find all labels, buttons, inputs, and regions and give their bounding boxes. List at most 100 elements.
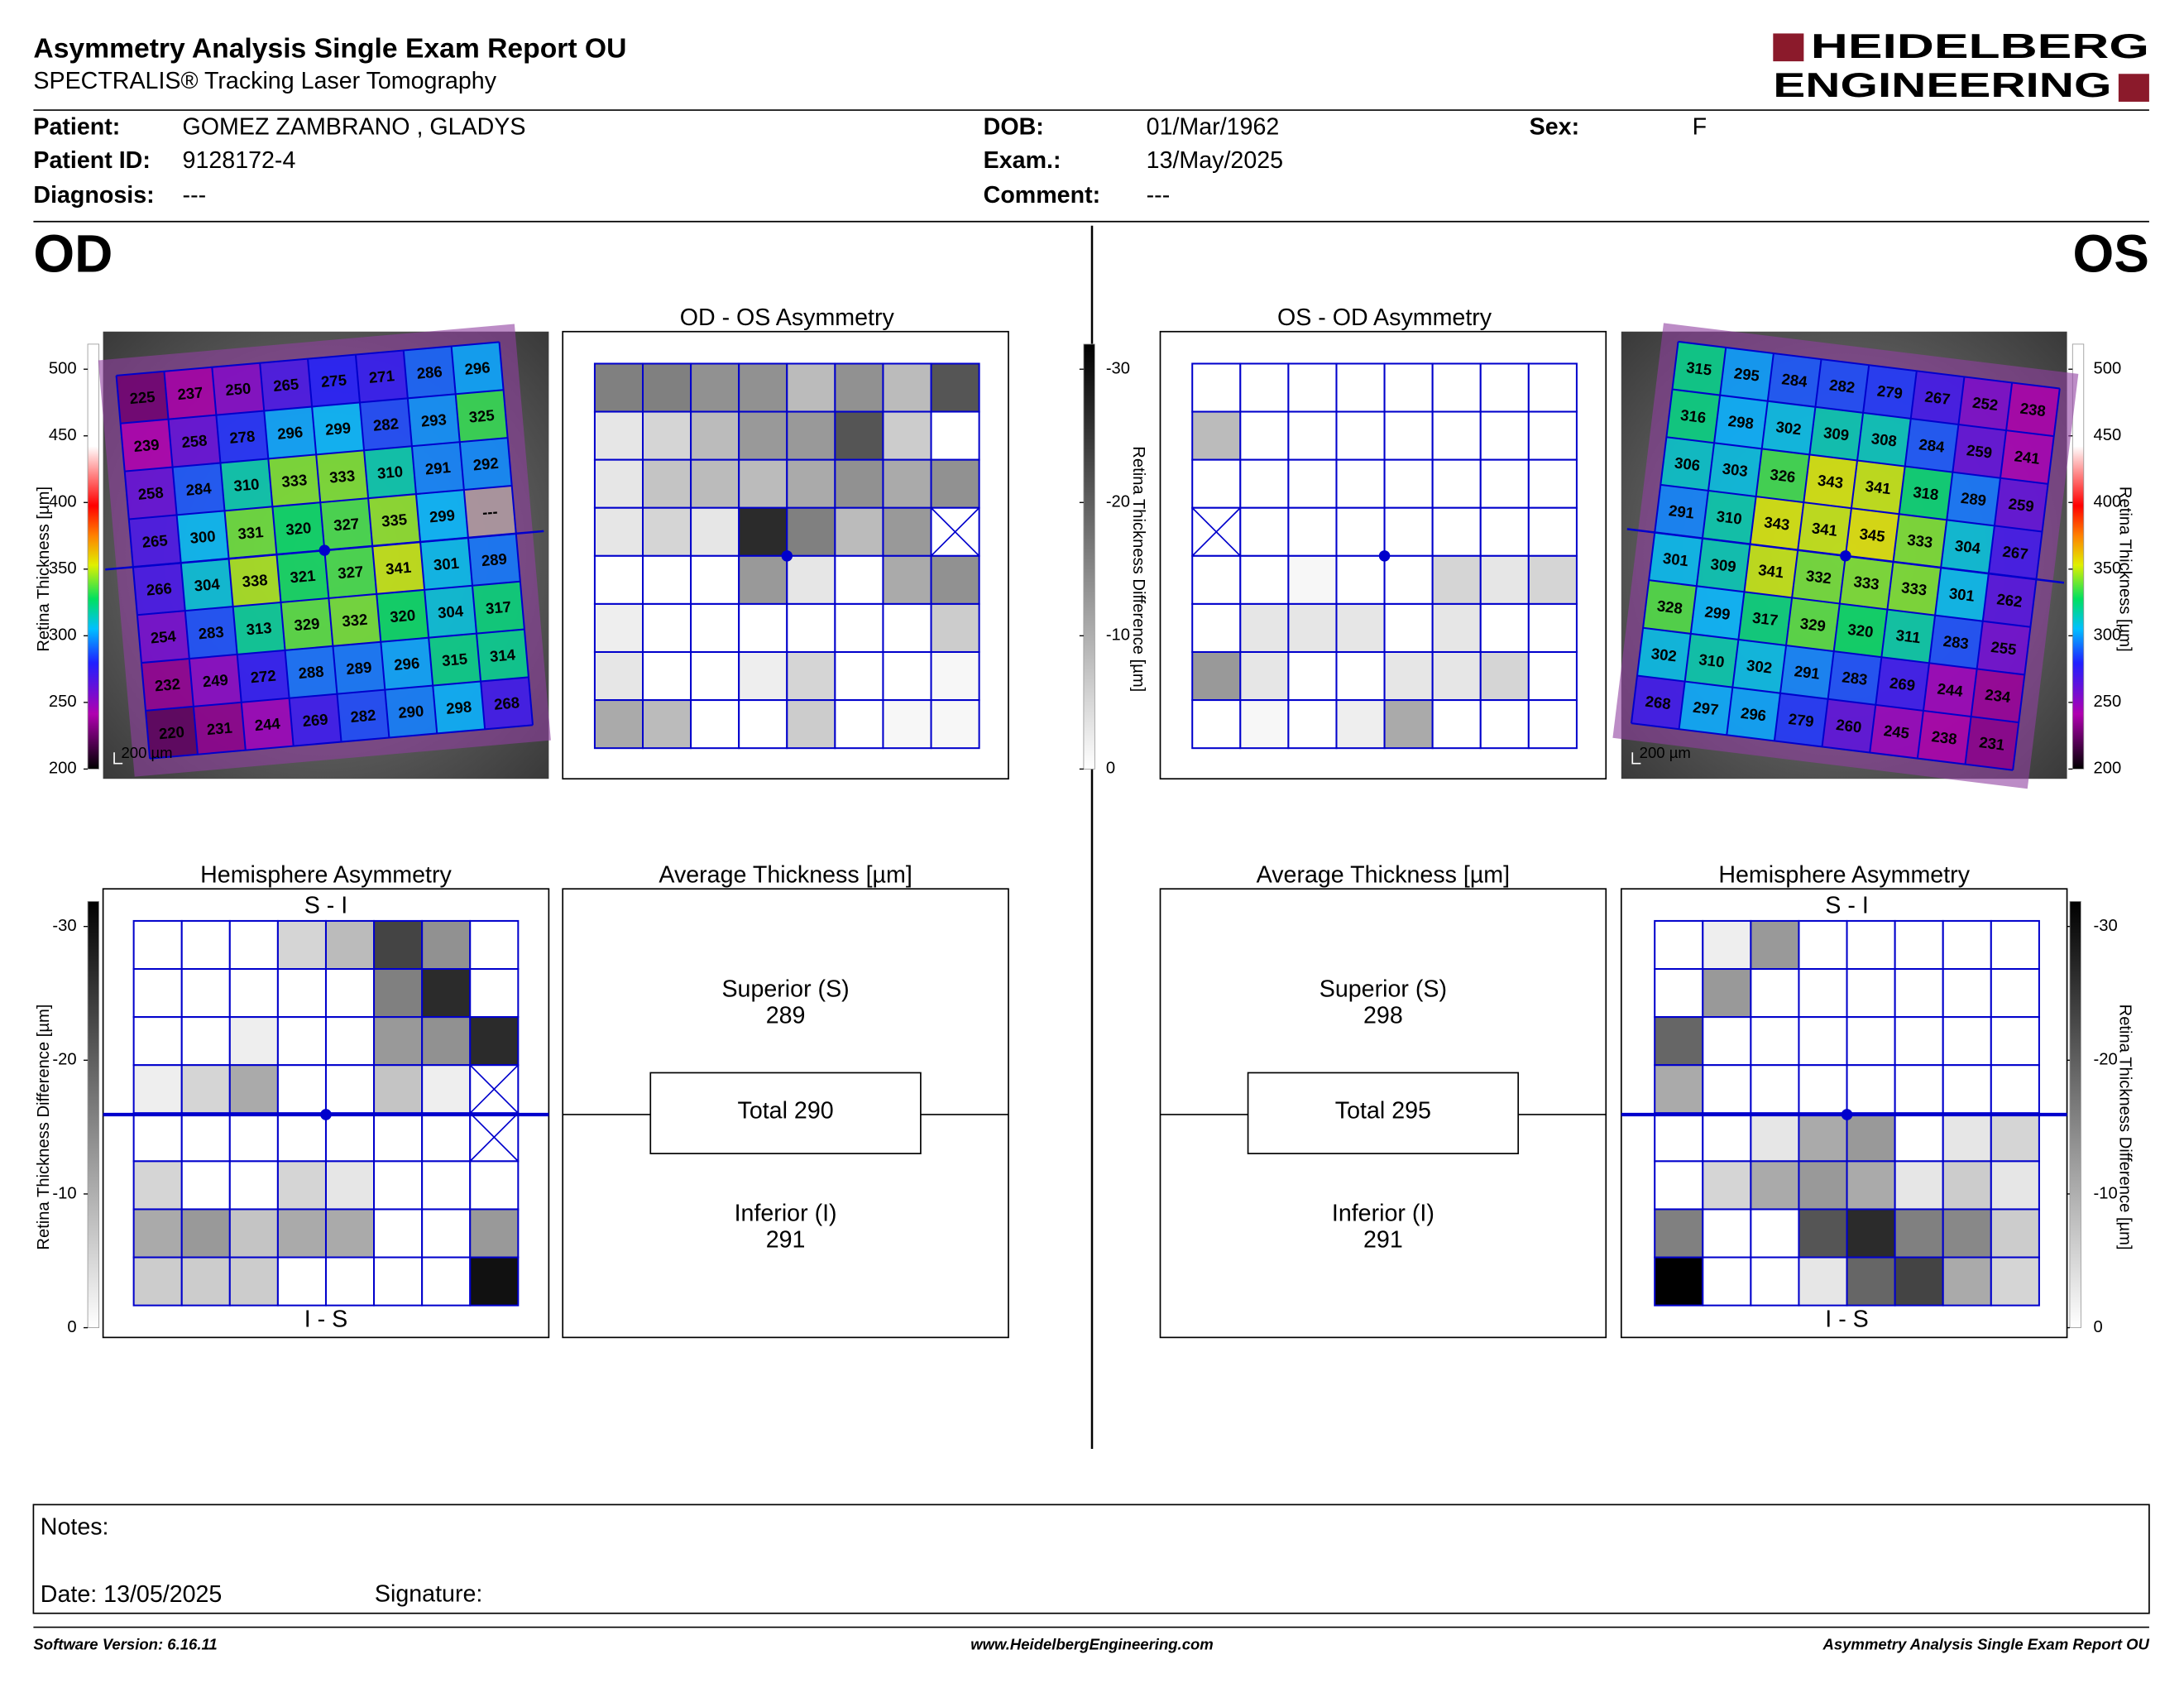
asymmetry-cell (421, 1112, 472, 1163)
thickness-value: 283 (1942, 632, 1970, 653)
date: Date: 13/05/2025 (41, 1580, 223, 1607)
asymmetry-cell (1654, 1208, 1704, 1259)
asymmetry-cell (1383, 602, 1434, 654)
field-value: F (1693, 113, 1707, 140)
thickness-value: 310 (1698, 650, 1725, 671)
asymmetry-cell (1239, 362, 1290, 413)
thickness-value: 269 (1889, 674, 1916, 694)
thickness-cell (1870, 704, 1923, 759)
asymmetry-cell (1527, 650, 1578, 702)
asymmetry-cell (228, 968, 279, 1019)
color-bar (1083, 343, 1095, 770)
tick-label: 200 (2094, 760, 2122, 778)
logo-square (2118, 74, 2149, 102)
asymmetry-cell (1894, 1208, 1944, 1259)
thickness-value: 282 (1828, 376, 1856, 396)
thickness-cell (355, 350, 408, 403)
thickness-cell (176, 511, 229, 563)
asymmetry-cell (1479, 458, 1530, 509)
asymmetry-cell (373, 1160, 424, 1211)
thickness-value: 327 (333, 515, 360, 535)
asymmetry-cell (593, 506, 644, 557)
thickness-value: 317 (1751, 608, 1779, 629)
asymmetry-cell (1383, 506, 1434, 557)
date-label: Date: (41, 1580, 97, 1607)
thickness-value: 302 (1774, 418, 1802, 439)
asymmetry-cell (1750, 1016, 1800, 1067)
asymmetry-cell (786, 458, 836, 509)
tick-label: -30 (2094, 917, 2118, 935)
thickness-value: 331 (237, 523, 265, 543)
thickness-value: 341 (1757, 561, 1784, 582)
asymmetry-cell (1191, 554, 1242, 605)
notes-label: Notes: (41, 1514, 109, 1541)
thickness-value: 333 (280, 471, 308, 491)
thickness-cell (289, 693, 342, 746)
total: Total 295 (1335, 1097, 1431, 1124)
average-label: Inferior (I) (735, 1201, 837, 1227)
average-label: Superior (S) (721, 976, 849, 1003)
thickness-cell (1845, 508, 1899, 562)
thickness-value: 298 (1727, 412, 1755, 433)
asymmetry-cell (1239, 554, 1290, 605)
thickness-cell (285, 645, 338, 698)
asymmetry-cell (1846, 919, 1896, 971)
thickness-value: 296 (1740, 704, 1767, 725)
asymmetry-cell (324, 1064, 376, 1115)
thickness-cell (1839, 555, 1894, 610)
thickness-cell (1929, 615, 1983, 669)
asymmetry-cell (738, 410, 788, 461)
thickness-grid: 315 295 284 282 279 267 252 238 316 298 302 309 308 2… (1612, 323, 2079, 789)
thickness-value: 231 (206, 719, 233, 739)
asymmetry-cell (469, 1160, 520, 1211)
thickness-cell (212, 362, 265, 415)
thickness-value: 267 (2002, 543, 2029, 563)
asymmetry-cell (469, 1256, 520, 1307)
thickness-cell (1707, 443, 1762, 497)
thickness-value: 303 (1722, 459, 1749, 480)
asymmetry-cell (1942, 1016, 1992, 1067)
asymmetry-cell (834, 506, 884, 557)
thickness-value: 278 (229, 427, 256, 447)
asymmetry-cell (1431, 410, 1482, 461)
thickness-value: 245 (1883, 722, 1910, 742)
scale-bar (1631, 752, 1641, 765)
thickness-cell (1779, 645, 1834, 699)
asymmetry-cell (593, 410, 644, 461)
thickness-value: 318 (1912, 483, 1939, 504)
grid-line (1631, 722, 2014, 771)
thickness-cell (116, 371, 169, 424)
thickness-cell (228, 554, 281, 607)
thickness-cell (1833, 603, 1888, 658)
grid-line (145, 676, 529, 712)
asymmetry-cell (1942, 968, 1992, 1019)
thickness-cell (1965, 717, 2019, 770)
tick-label: 400 (2094, 493, 2122, 511)
asymmetry-cell (1287, 699, 1338, 750)
thickness-value: 244 (254, 714, 281, 734)
asymmetry-cell (1383, 458, 1434, 509)
thickness-cell (477, 629, 529, 682)
thickness-value: 296 (393, 654, 420, 674)
thickness-value: 299 (1703, 602, 1731, 623)
asymmetry-cell (1942, 1256, 1992, 1307)
asymmetry-cell (690, 554, 740, 605)
thickness-value: 304 (194, 575, 221, 595)
center-dot (781, 550, 793, 562)
asymmetry-cell (421, 1064, 472, 1115)
asymmetry-cell (690, 602, 740, 654)
thickness-cell (1714, 395, 1768, 449)
tick-label: 0 (1106, 760, 1115, 778)
thickness-cell (415, 490, 468, 542)
thickness-value: 315 (441, 650, 468, 669)
asymmetry-cell (1431, 602, 1482, 654)
thickness-value: 298 (445, 698, 472, 717)
thickness-cell (1727, 687, 1780, 741)
color-bar (2069, 900, 2081, 1328)
asymmetry-cell (786, 699, 836, 750)
thickness-value: 289 (481, 550, 508, 570)
center-dot (1841, 1109, 1853, 1120)
tick-label: -20 (52, 1051, 76, 1069)
asymmetry-cell (276, 1256, 327, 1307)
footer-left: Software Version: 6.16.11 (33, 1635, 217, 1652)
